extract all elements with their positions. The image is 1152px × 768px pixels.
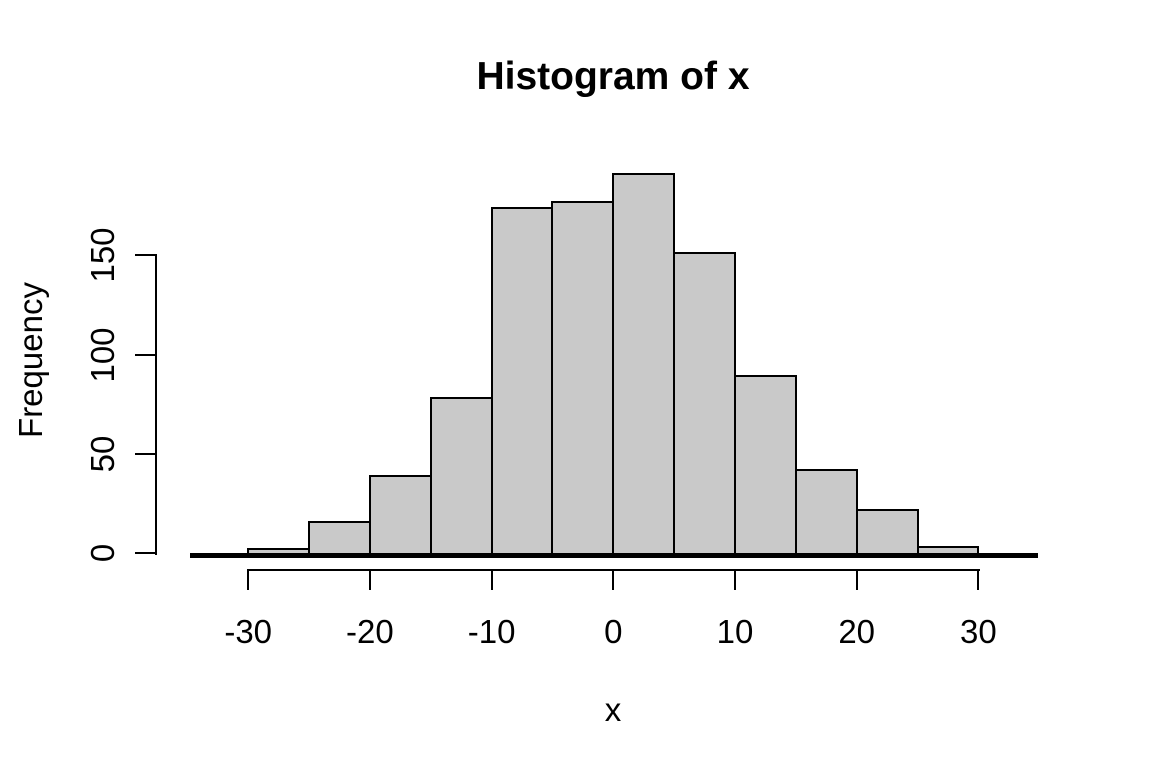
x-axis-tick [490, 570, 493, 590]
y-axis-tick-label: 50 [84, 435, 121, 473]
y-axis-tick [135, 353, 155, 356]
histogram-bar [734, 375, 797, 556]
x-axis-tick-label: -30 [224, 613, 273, 650]
x-axis-tick [734, 570, 736, 590]
x-axis-tick-label: 20 [838, 613, 876, 650]
histogram-bar [794, 468, 858, 556]
x-axis-tick-label: 10 [716, 613, 754, 650]
y-axis-tick [135, 254, 155, 257]
histogram-bar [490, 206, 554, 556]
y-axis-title: Frequency [12, 282, 49, 438]
y-axis-line [155, 254, 157, 556]
chart-title: Histogram of x [476, 55, 750, 98]
histogram-bar [612, 172, 676, 556]
x-axis-tick [247, 570, 250, 590]
histogram-bar [368, 474, 432, 556]
y-axis-tick-label: 150 [84, 227, 121, 283]
y-axis-tick-label: 0 [84, 544, 121, 563]
x-axis-tick-label: -20 [346, 613, 394, 650]
histogram-bar [855, 508, 919, 556]
histogram-baseline [190, 552, 1038, 558]
x-axis-tick-label: -10 [467, 613, 516, 650]
x-axis-tick-label: 30 [960, 613, 997, 650]
histogram-bar [429, 397, 493, 556]
x-axis-tick-label: 0 [604, 613, 623, 650]
histogram-bar [551, 200, 615, 556]
x-axis-tick [368, 570, 371, 590]
x-axis-tick [977, 570, 980, 590]
y-axis-tick [135, 452, 155, 455]
x-axis-tick [855, 570, 858, 590]
histogram-bar [673, 252, 736, 556]
x-axis-tick [612, 570, 615, 590]
x-axis-title: x [604, 691, 622, 728]
histogram-bar [308, 520, 371, 556]
y-axis-tick-label: 100 [84, 327, 121, 383]
y-axis-tick [135, 552, 155, 555]
